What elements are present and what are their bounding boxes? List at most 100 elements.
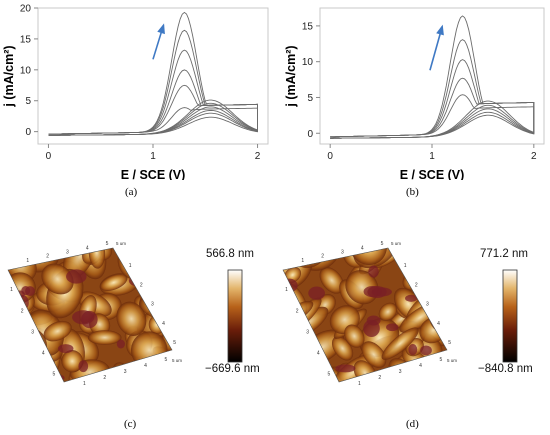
y-tick-label: 20 [20,4,32,15]
afm-axis-tick: 5 [164,357,167,363]
chart-b: 0 1 2 0 5 10 15 E / SCE (V) j (mA/cm²) [275,0,550,182]
afm-pit [303,248,318,258]
afm-grain [116,301,147,336]
afm-axis-tick: 2 [321,254,324,260]
afm-surface-d: 1 2 3 4 5 1 2 3 4 5 1 2 3 4 5 1 2 3 4 5 5 um 5 um [282,241,518,387]
afm-pit [335,364,356,373]
afm-grain [143,283,169,303]
cv-cycle-5 [330,94,535,139]
y-tick-label: 10 [302,57,314,68]
afm-axis-tick: 1 [358,381,361,387]
afm-axis-tick: 2 [21,308,24,314]
afm-axis-tick: 4 [162,321,165,327]
afm-axis-tick: 1 [83,381,86,387]
afm-axis-tick: 5 [173,340,176,346]
color-scale-bar-c [227,269,243,363]
afm-outline-d [282,247,448,383]
afm-axis-tick: 2 [378,375,381,381]
afm-pit [25,286,35,297]
afm-grain [349,248,387,266]
afm-axis-tick: 2 [415,282,418,288]
afm-pit [8,303,15,313]
afm-axis-unit: 5 um [116,241,126,246]
afm-axis-tick: 2 [103,375,106,381]
panel-label-a: (a) [125,186,138,198]
afm-pit [126,249,141,260]
y-tick-label: 0 [25,127,31,138]
cv-cycle-4 [48,69,258,136]
afm-axis-tick: 1 [10,287,13,293]
afm-axis-tick: 3 [151,302,154,308]
afm-axis-tick: 4 [419,363,422,369]
afm-axis-tick: 3 [306,329,309,335]
afm-pit [386,323,399,332]
afm-axis-unit: 5 um [391,241,401,246]
afm-axis-tick: 3 [31,329,34,335]
y-tick-label: 5 [25,96,31,107]
x-axis-label: E / SCE (V) [400,168,465,180]
afm-pit [123,248,147,265]
afm-pit [66,269,87,284]
afm-grain [43,320,72,342]
afm-pit [366,315,381,326]
x-tick-label: 0 [327,151,333,162]
panel-label-c: (c) [124,418,137,430]
scale-max-c: 566.8 nm [206,248,254,260]
afm-outline-c [7,247,173,383]
afm-grain [145,250,162,287]
afm-pit [368,265,379,278]
afm-grain [283,333,295,353]
afm-grain [283,349,299,377]
afm-axis-unit: 5 um [447,358,457,363]
afm-pit [405,294,418,302]
afm-axis-tick: 3 [66,250,69,256]
afm-axis-tick: 2 [46,254,49,260]
x-tick-label: 2 [531,151,537,162]
x-tick-label: 2 [255,151,261,162]
y-tick-label: 0 [307,129,313,140]
afm-pit [8,347,16,363]
afm-pit [8,308,18,321]
afm-grain [429,248,447,270]
afm-pit [367,286,387,299]
arrow-head [157,23,165,35]
afm-pit [420,345,432,356]
afm-grain [408,253,443,284]
afm-axis-tick: 5 [381,241,384,247]
scale-max-d: 771.2 nm [480,248,528,260]
afm-axis-tick: 1 [404,263,407,269]
afm-axis-tick: 5 [52,372,55,378]
y-tick-label: 5 [307,93,313,104]
afm-axis-tick: 4 [437,321,440,327]
afm-grain [99,274,128,291]
panel-label-d: (d) [406,418,419,430]
afm-axis-unit: 5 um [172,358,182,363]
cv-cycle-2 [48,29,258,136]
y-axis-label: j (mA/cm²) [2,45,16,107]
afm-grain [319,267,345,294]
afm-grain [62,248,97,280]
afm-pit [78,360,89,373]
afm-pit [283,278,298,293]
cv-cycle-3 [330,59,535,139]
y-axis-label: j (mA/cm²) [284,45,298,107]
afm-axis-tick: 5 [106,241,109,247]
afm-axis-tick: 4 [144,363,147,369]
afm-grain [419,255,447,294]
afm-axis-tick: 5 [448,340,451,346]
afm-axis-tick: 4 [42,351,45,357]
afm-axis-tick: 5 [327,372,330,378]
afm-grain [344,324,365,348]
cv-cycle-2 [330,39,535,139]
chart-b-svg: 0 1 2 0 5 10 15 E / SCE (V) j (mA/cm²) [284,7,545,182]
y-tick-label: 10 [20,65,32,76]
afm-axis-tick: 3 [124,369,127,375]
afm-grain [361,341,387,368]
afm-axis-tick: 1 [26,258,29,264]
afm-image-d: 1 2 3 4 5 1 2 3 4 5 1 2 3 4 5 1 2 3 4 5 5 um 5 um [275,240,550,415]
afm-pit [116,339,125,349]
afm-axis-tick: 5 [439,357,442,363]
afm-grain [61,350,84,373]
y-tick-label: 15 [20,34,32,45]
